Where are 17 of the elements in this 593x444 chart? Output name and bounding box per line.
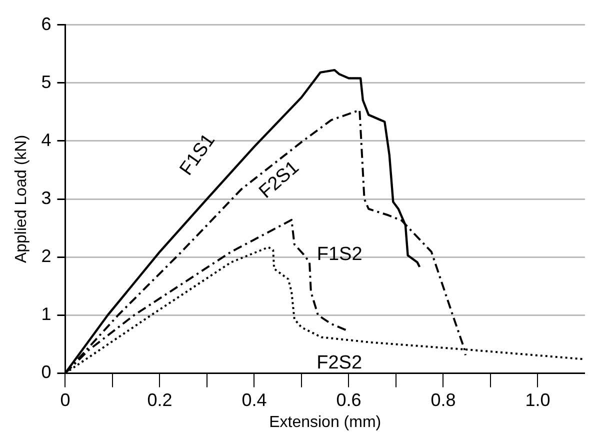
x-tick-label: 0 <box>60 390 70 410</box>
y-tick-label: 5 <box>41 72 52 92</box>
y-tick-label: 0 <box>41 362 52 382</box>
y-tick-label: 6 <box>41 14 52 34</box>
y-tick-label: 1 <box>41 304 52 324</box>
x-axis-title: Extension (mm) <box>269 414 382 431</box>
series-label: F1S2 <box>316 244 362 266</box>
y-axis-title: Applied Load (kN) <box>13 134 30 264</box>
y-tick-label: 4 <box>41 130 52 150</box>
y-tick-label: 2 <box>41 246 52 266</box>
x-tick-label: 1.0 <box>525 390 550 410</box>
x-tick-label: 0.8 <box>430 390 456 410</box>
series-label: F2S2 <box>316 352 362 374</box>
x-tick-label: 0.6 <box>336 390 362 410</box>
x-tick-label: 0.2 <box>147 390 172 410</box>
x-tick-label: 0.4 <box>242 390 267 410</box>
y-tick-label: 3 <box>41 188 52 208</box>
